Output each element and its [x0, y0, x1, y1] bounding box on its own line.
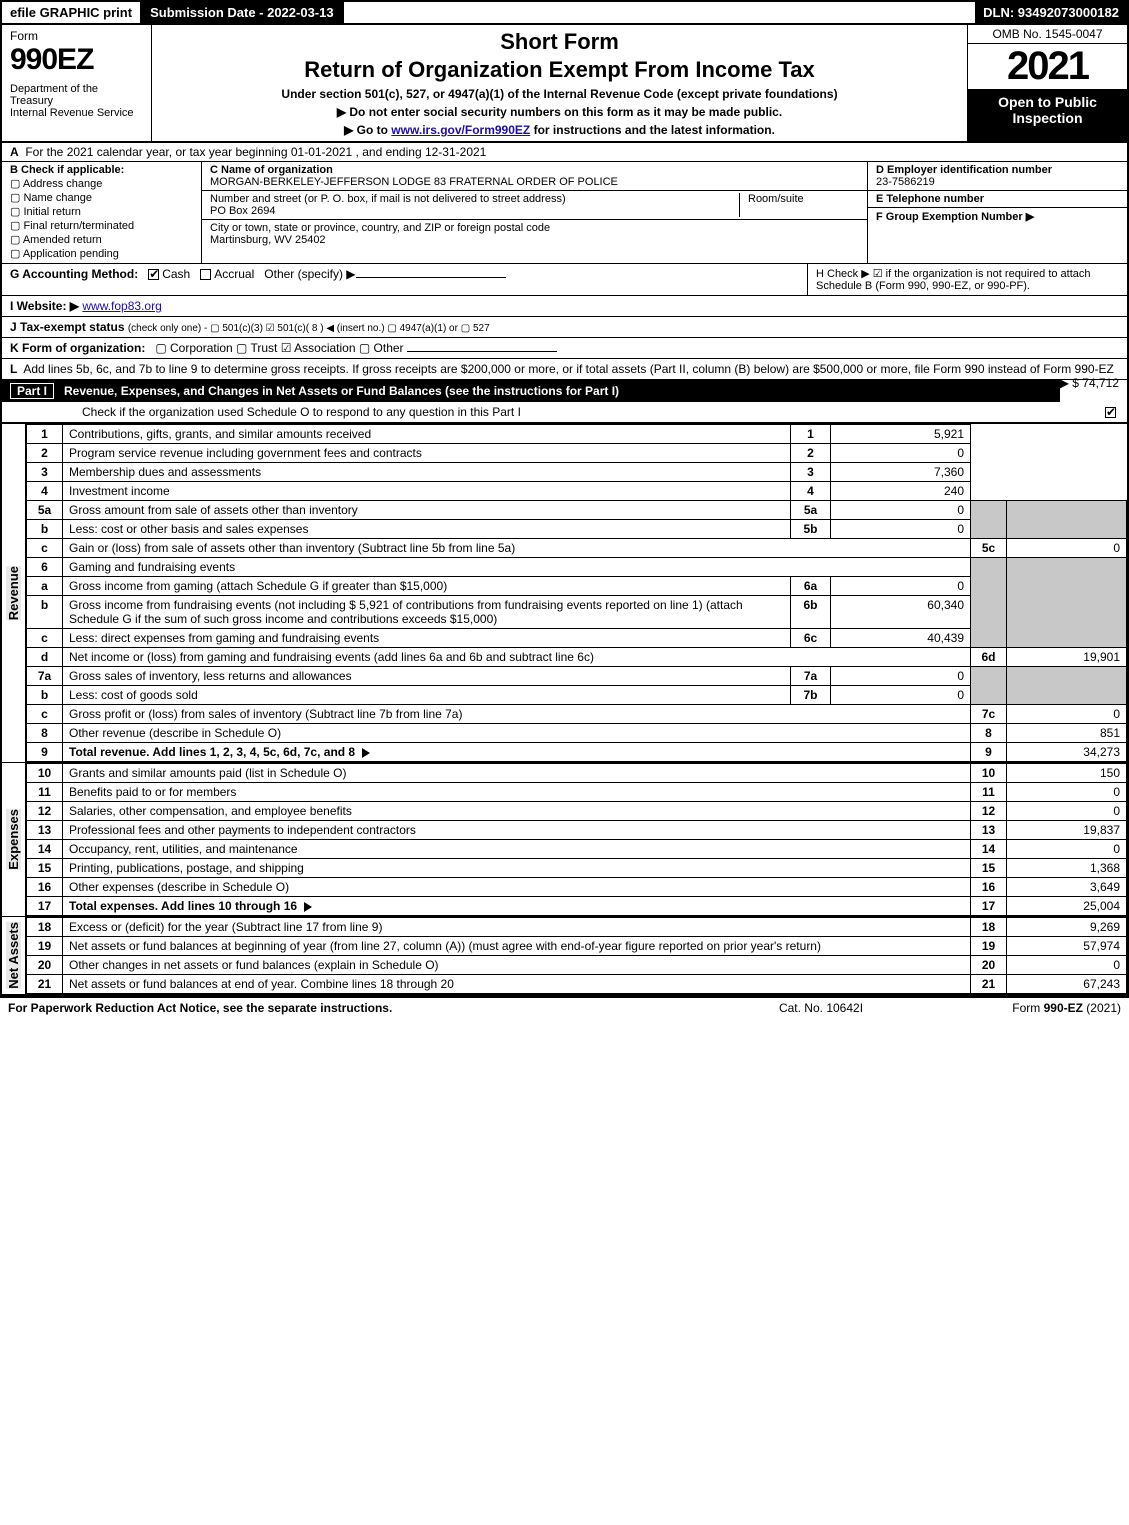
line-15-value: 1,368: [1007, 859, 1127, 878]
net-assets-table: 18Excess or (deficit) for the year (Subt…: [26, 917, 1127, 994]
part-1-header: Part I Revenue, Expenses, and Changes in…: [2, 380, 1060, 402]
revenue-table: 1Contributions, gifts, grants, and simil…: [26, 424, 1127, 762]
line-6b-value: 60,340: [831, 596, 971, 629]
line-4-value: 240: [831, 482, 971, 501]
header-left: Form 990EZ Department of the Treasury In…: [2, 25, 152, 141]
ein: 23-7586219: [876, 176, 1119, 188]
column-b: B Check if applicable: Address change Na…: [2, 162, 202, 263]
check-accrual[interactable]: [200, 269, 211, 280]
check-initial-return[interactable]: Initial return: [10, 205, 193, 218]
section-g-h: G Accounting Method: Cash Accrual Other …: [2, 264, 1127, 296]
check-cash[interactable]: [148, 269, 159, 280]
line-i: I Website: ▶ www.fop83.org: [2, 296, 1127, 317]
line-5a-value: 0: [831, 501, 971, 520]
room-suite: Room/suite: [739, 193, 859, 217]
line-6a-value: 0: [831, 577, 971, 596]
header-mid: Short Form Return of Organization Exempt…: [152, 25, 967, 141]
line-7c-value: 0: [1007, 705, 1127, 724]
line-h: H Check ▶ ☑ if the organization is not r…: [807, 264, 1127, 295]
line-17-value: 25,004: [1007, 897, 1127, 916]
topbar: efile GRAPHIC print Submission Date - 20…: [2, 2, 1127, 25]
section-b-through-f: B Check if applicable: Address change Na…: [2, 162, 1127, 264]
line-1-value: 5,921: [831, 425, 971, 444]
website-link[interactable]: www.fop83.org: [82, 299, 161, 313]
submission-date: Submission Date - 2022-03-13: [142, 2, 344, 23]
check-name-change[interactable]: Name change: [10, 191, 193, 204]
line-7a-value: 0: [831, 667, 971, 686]
line-j: J Tax-exempt status (check only one) - ▢…: [2, 317, 1127, 338]
line-5c-value: 0: [1007, 539, 1127, 558]
org-address: PO Box 2694: [210, 205, 275, 217]
line-11-value: 0: [1007, 783, 1127, 802]
footer-left: For Paperwork Reduction Act Notice, see …: [8, 1001, 721, 1015]
line-6c-value: 40,439: [831, 629, 971, 648]
line-l: L Add lines 5b, 6c, and 7b to line 9 to …: [2, 359, 1127, 380]
omb-number: OMB No. 1545-0047: [968, 25, 1127, 44]
line-19-value: 57,974: [1007, 937, 1127, 956]
line-20-value: 0: [1007, 956, 1127, 975]
line-10-value: 150: [1007, 764, 1127, 783]
dln: DLN: 93492073000182: [975, 2, 1127, 23]
line-k: K Form of organization: ▢ Corporation ▢ …: [2, 338, 1127, 359]
department: Department of the Treasury Internal Reve…: [10, 83, 143, 119]
footer-catalog: Cat. No. 10642I: [721, 1001, 921, 1015]
other-specify-input[interactable]: [356, 277, 506, 278]
line-13-value: 19,837: [1007, 821, 1127, 840]
expenses-section: Expenses 10Grants and similar amounts pa…: [2, 762, 1127, 916]
check-final-return[interactable]: Final return/terminated: [10, 219, 193, 232]
subtitle: Under section 501(c), 527, or 4947(a)(1)…: [162, 87, 957, 101]
form-990ez: efile GRAPHIC print Submission Date - 20…: [0, 0, 1129, 996]
line-3-value: 7,360: [831, 463, 971, 482]
column-d-e-f: D Employer identification number 23-7586…: [867, 162, 1127, 263]
check-amended-return[interactable]: Amended return: [10, 233, 193, 246]
warning: ▶ Do not enter social security numbers o…: [162, 105, 957, 119]
arrow-icon: [362, 748, 370, 758]
expenses-table: 10Grants and similar amounts paid (list …: [26, 763, 1127, 916]
tax-year: 2021: [968, 44, 1127, 90]
line-21-value: 67,243: [1007, 975, 1127, 994]
footer-form-ref: Form 990-EZ (2021): [921, 1001, 1121, 1015]
revenue-section: Revenue 1Contributions, gifts, grants, a…: [2, 423, 1127, 762]
check-address-change[interactable]: Address change: [10, 177, 193, 190]
net-assets-section: Net Assets 18Excess or (deficit) for the…: [2, 916, 1127, 994]
check-schedule-o[interactable]: [1105, 407, 1116, 418]
line-g: G Accounting Method: Cash Accrual Other …: [2, 264, 807, 295]
page-footer: For Paperwork Reduction Act Notice, see …: [0, 996, 1129, 1018]
short-form-title: Short Form: [162, 29, 957, 55]
main-title: Return of Organization Exempt From Incom…: [162, 57, 957, 83]
line-8-value: 851: [1007, 724, 1127, 743]
line-5b-value: 0: [831, 520, 971, 539]
gross-receipts: ▶ $ 74,712: [1060, 376, 1119, 390]
header-right: OMB No. 1545-0047 2021 Open to Public In…: [967, 25, 1127, 141]
line-7b-value: 0: [831, 686, 971, 705]
line-a: A For the 2021 calendar year, or tax yea…: [2, 143, 1127, 162]
part-1-check: Check if the organization used Schedule …: [2, 402, 1127, 423]
column-c: C Name of organization MORGAN-BERKELEY-J…: [202, 162, 867, 263]
org-city: Martinsburg, WV 25402: [210, 234, 326, 246]
form-header: Form 990EZ Department of the Treasury In…: [2, 25, 1127, 143]
form-word: Form: [10, 29, 143, 43]
goto-line: ▶ Go to www.irs.gov/Form990EZ for instru…: [162, 123, 957, 137]
open-to-public: Open to Public Inspection: [968, 90, 1127, 141]
org-name: MORGAN-BERKELEY-JEFFERSON LODGE 83 FRATE…: [210, 176, 618, 188]
line-14-value: 0: [1007, 840, 1127, 859]
arrow-icon: [304, 902, 312, 912]
line-a-text: For the 2021 calendar year, or tax year …: [25, 145, 486, 159]
efile-print[interactable]: efile GRAPHIC print: [2, 2, 142, 23]
form-number: 990EZ: [10, 43, 143, 77]
line-16-value: 3,649: [1007, 878, 1127, 897]
line-9-value: 34,273: [1007, 743, 1127, 762]
check-application-pending[interactable]: Application pending: [10, 247, 193, 260]
line-6d-value: 19,901: [1007, 648, 1127, 667]
irs-link[interactable]: www.irs.gov/Form990EZ: [391, 123, 530, 137]
line-2-value: 0: [831, 444, 971, 463]
line-12-value: 0: [1007, 802, 1127, 821]
line-18-value: 9,269: [1007, 918, 1127, 937]
